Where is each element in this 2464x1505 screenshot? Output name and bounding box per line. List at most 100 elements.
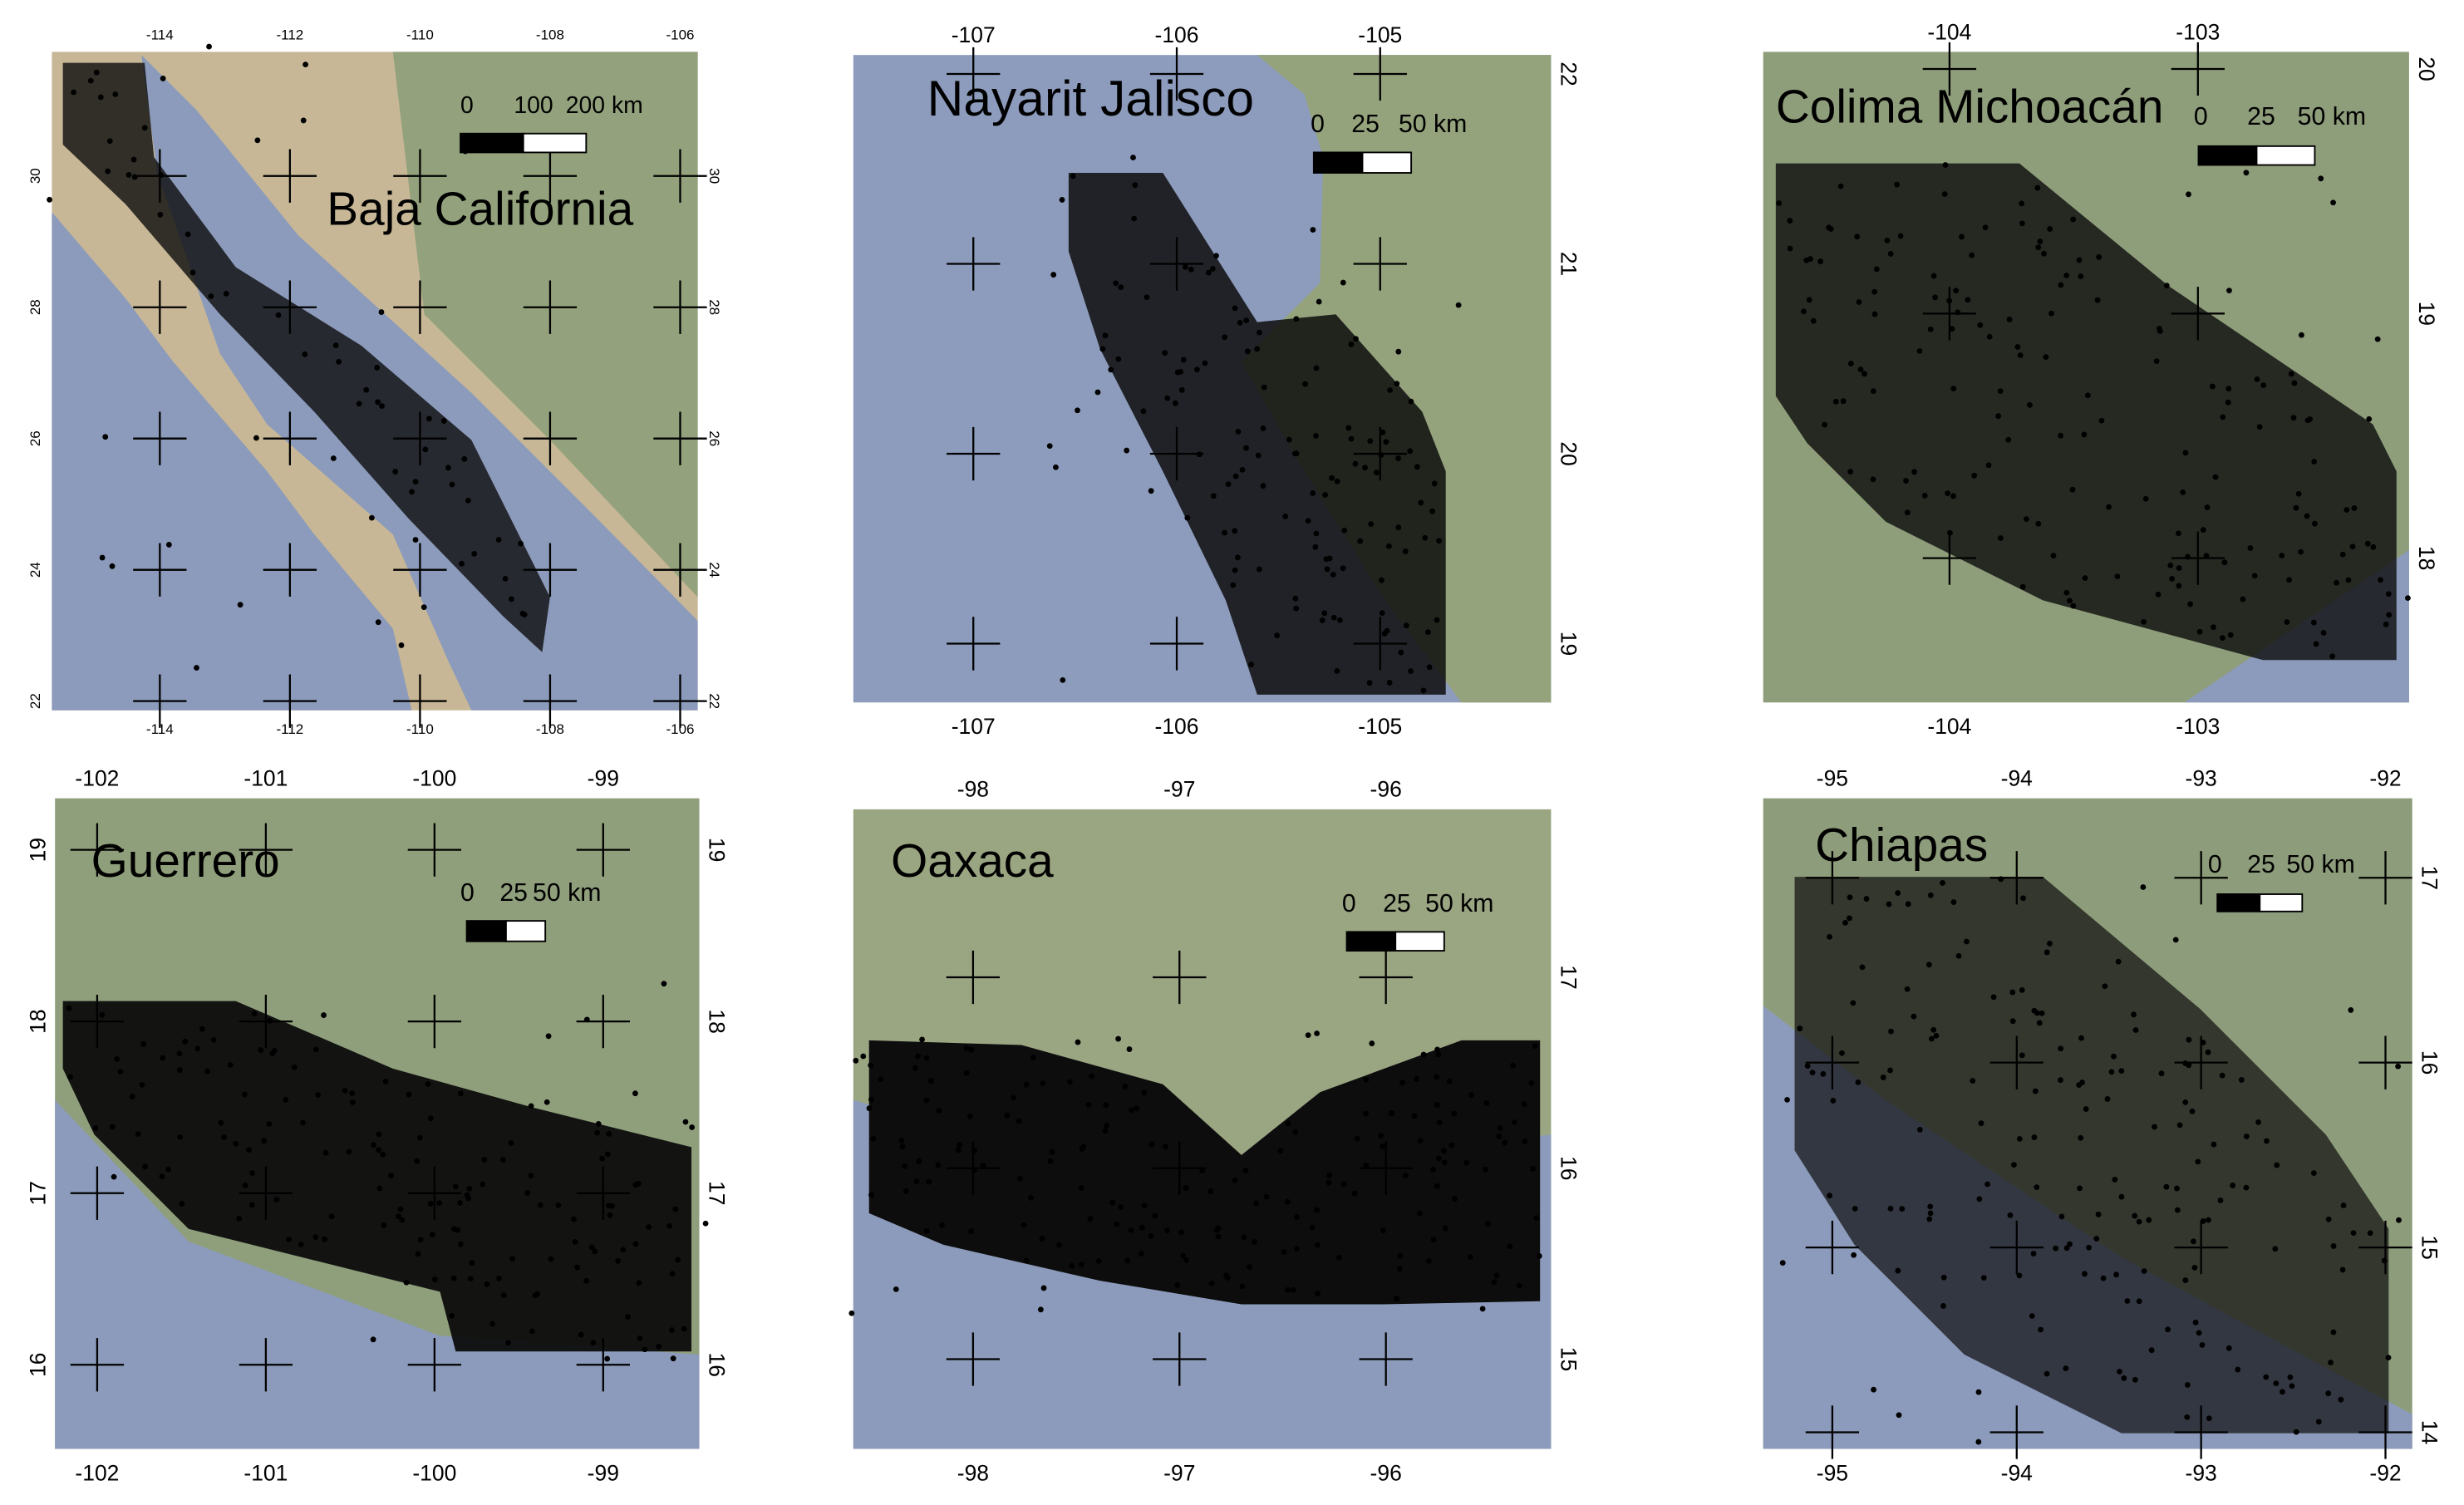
event-dot [1312, 543, 1319, 550]
x-tick-label: -114 [146, 27, 174, 42]
event-dot [1984, 1181, 1990, 1188]
event-dot [1222, 529, 1227, 536]
event-dot [2058, 1045, 2064, 1052]
event-dot [302, 61, 309, 68]
y-tick-label: 30 [706, 168, 722, 184]
event-dot [1263, 1193, 1270, 1200]
event-dot [898, 1137, 905, 1144]
event-dot [1385, 543, 1392, 549]
event-dot [1314, 1207, 1321, 1213]
event-dot [1188, 266, 1194, 273]
event-dot [1310, 227, 1316, 233]
event-dot [1363, 1076, 1370, 1083]
event-dot [2124, 1298, 2131, 1304]
scale-bar-white [1394, 931, 1445, 952]
graticule-cross [523, 411, 578, 465]
y-tick-label: 24 [706, 562, 722, 578]
event-dot [1213, 253, 1219, 259]
x-tick-label: -106 [1155, 714, 1199, 739]
event-dot [2304, 417, 2311, 424]
event-dot [2048, 310, 2054, 317]
event-dot [1871, 311, 1878, 317]
event-dot [2163, 1183, 2170, 1190]
event-dot [1104, 1122, 1110, 1129]
event-dot [1942, 162, 1949, 168]
x-tick-label: -104 [1927, 714, 1971, 739]
event-dot [258, 1047, 264, 1053]
x-tick-label: -107 [952, 22, 996, 47]
event-dot [2079, 1080, 2086, 1085]
event-dot [1016, 1118, 1022, 1124]
event-dot [194, 665, 199, 671]
event-dot [518, 540, 524, 547]
event-dot [2169, 575, 2176, 582]
seismicity-cloud [62, 1001, 692, 1352]
event-dot [624, 1314, 631, 1321]
event-dot [661, 981, 667, 987]
graticule-cross [133, 149, 187, 203]
event-dot [412, 537, 419, 543]
graticule-cross [263, 411, 317, 465]
event-dot [1080, 1144, 1087, 1150]
event-dot [1847, 469, 1854, 475]
event-dot [1884, 237, 1891, 243]
event-dot [109, 563, 116, 569]
event-dot [1950, 386, 1957, 391]
event-dot [2345, 577, 2352, 583]
event-dot [1285, 1286, 1291, 1293]
event-dot [2037, 239, 2043, 244]
event-dot [2291, 380, 2298, 386]
event-dot [141, 125, 148, 131]
event-dot [1416, 1210, 1423, 1217]
scale-label: 25 [1383, 890, 1411, 917]
event-dot [1237, 319, 1243, 326]
event-dot [532, 1292, 539, 1299]
event-dot [2112, 1177, 2118, 1183]
map-panel: -107 -107 -106 -106 -105 -105 22 21 20 19 Nayarit … [853, 22, 1581, 739]
scale-label: 50 km [2298, 103, 2366, 130]
event-dot [2338, 1396, 2344, 1403]
event-dot [923, 1097, 930, 1104]
graticule-cross [1922, 287, 1977, 341]
event-dot [1060, 676, 1066, 683]
graticule-cross [523, 543, 578, 597]
event-dot [1880, 1075, 1886, 1080]
event-dot [489, 1321, 495, 1327]
event-dot [1183, 1257, 1189, 1263]
event-dot [2339, 551, 2346, 558]
event-dot [2163, 283, 2170, 289]
graticule-cross [70, 995, 125, 1049]
event-dot [160, 1055, 166, 1061]
event-dot [1434, 1046, 1440, 1053]
event-dot [2082, 1271, 2088, 1277]
event-dot [1293, 316, 1300, 322]
event-dot [2035, 244, 2042, 251]
event-dot [1859, 964, 1866, 971]
event-dot [1017, 1175, 1023, 1182]
event-dot [1380, 1144, 1386, 1149]
event-dot [545, 1033, 552, 1040]
event-dot [1341, 527, 1348, 534]
graticule-cross [653, 411, 707, 465]
event-dot [642, 1346, 648, 1353]
event-dot [963, 1045, 970, 1051]
event-dot [2014, 344, 2021, 350]
event-dot [2205, 1049, 2211, 1055]
event-dot [2104, 1096, 2111, 1102]
event-dot [2386, 612, 2393, 618]
graticule-cross [653, 280, 707, 334]
event-dot [878, 1076, 884, 1083]
graticule-cross [947, 47, 1001, 101]
event-dot [1368, 521, 1375, 528]
event-dot [2395, 1063, 2402, 1070]
event-dot [425, 1081, 431, 1087]
event-dot [1530, 1166, 1537, 1172]
event-dot [1468, 1092, 1475, 1098]
event-dot [2186, 1036, 2192, 1043]
event-dot [47, 196, 52, 203]
event-dot [465, 497, 471, 504]
event-dot [636, 1280, 642, 1286]
graticule-cross [393, 149, 447, 203]
event-dot [2032, 1088, 2039, 1094]
event-dot [2019, 220, 2025, 227]
